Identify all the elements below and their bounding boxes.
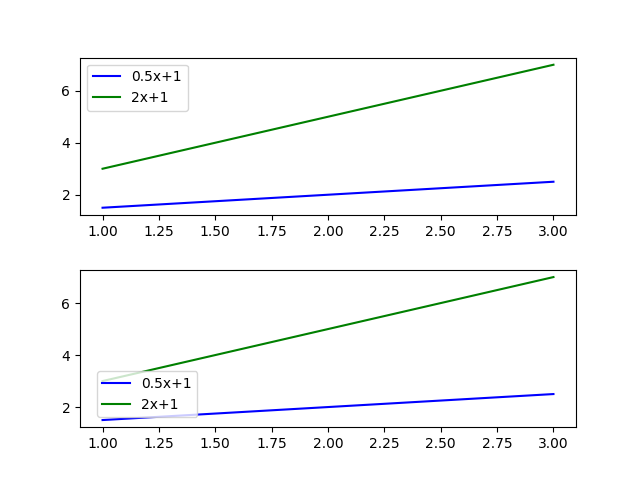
0.5x+1 — [479, 183, 486, 189]
2x+1 — [550, 274, 557, 280]
0.5x+1 — [99, 205, 106, 211]
0.5x+1 — [365, 402, 373, 408]
0.5x+1 — [508, 394, 515, 399]
2x+1 — [374, 314, 382, 320]
2x+1 — [374, 102, 382, 108]
0.5x+1 — [374, 401, 382, 407]
0.5x+1 — [365, 190, 373, 195]
Legend: 0.5x+1, 2x+1: 0.5x+1, 2x+1 — [87, 64, 188, 110]
2x+1 — [508, 284, 515, 290]
Line: 0.5x+1: 0.5x+1 — [102, 394, 554, 420]
0.5x+1 — [100, 205, 108, 211]
2x+1 — [550, 62, 557, 68]
0.5x+1 — [479, 395, 486, 401]
2x+1 — [100, 378, 108, 384]
2x+1 — [99, 166, 106, 172]
0.5x+1 — [550, 179, 557, 185]
0.5x+1 — [367, 190, 375, 195]
Line: 2x+1: 2x+1 — [102, 277, 554, 381]
0.5x+1 — [100, 417, 108, 423]
2x+1 — [508, 72, 515, 77]
0.5x+1 — [550, 391, 557, 397]
2x+1 — [479, 78, 486, 84]
2x+1 — [367, 104, 375, 110]
Legend: 0.5x+1, 2x+1: 0.5x+1, 2x+1 — [97, 371, 198, 417]
0.5x+1 — [99, 417, 106, 423]
0.5x+1 — [508, 181, 515, 187]
2x+1 — [367, 316, 375, 322]
0.5x+1 — [367, 402, 375, 408]
2x+1 — [365, 104, 373, 110]
2x+1 — [100, 166, 108, 171]
2x+1 — [365, 317, 373, 323]
0.5x+1 — [374, 189, 382, 195]
2x+1 — [479, 290, 486, 296]
Line: 0.5x+1: 0.5x+1 — [102, 182, 554, 208]
Line: 2x+1: 2x+1 — [102, 65, 554, 169]
2x+1 — [99, 378, 106, 384]
